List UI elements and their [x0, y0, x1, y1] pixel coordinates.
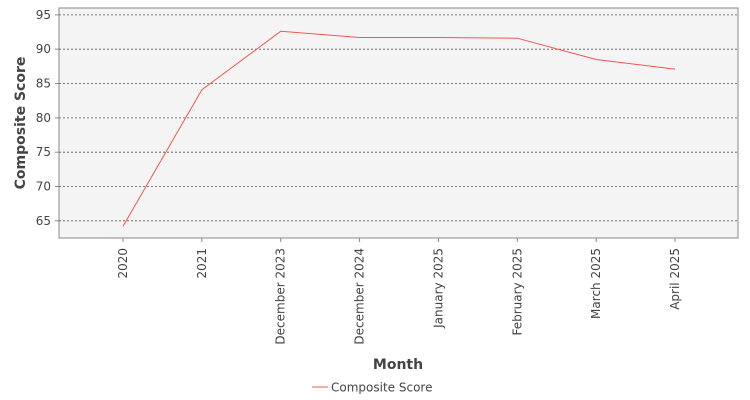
y-tick-label: 95 — [36, 8, 51, 22]
x-tick-label: 2020 — [116, 248, 130, 279]
y-tick-label: 90 — [36, 42, 51, 56]
x-tick-label: 2021 — [195, 248, 209, 279]
y-axis-ticks: 65 70 75 80 85 90 95 — [36, 8, 59, 228]
x-tick-label: February 2025 — [510, 248, 524, 336]
legend-label: Composite Score — [331, 381, 432, 395]
x-tick-label: April 2025 — [668, 248, 682, 310]
legend: Composite Score — [312, 381, 432, 395]
series-line — [122, 30, 676, 227]
x-tick-label: January 2025 — [431, 248, 445, 329]
x-axis-ticks: 2020 2021 December 2023 December 2024 Januar… — [116, 238, 682, 345]
y-tick-label: 80 — [36, 111, 51, 125]
x-tick-label: December 2023 — [274, 248, 288, 345]
series-lines — [122, 30, 676, 227]
y-tick-label: 70 — [36, 180, 51, 194]
y-axis-title: Composite Score — [13, 57, 29, 190]
x-tick-label: December 2024 — [353, 248, 367, 345]
plot-background — [58, 7, 739, 239]
x-axis-title: Month — [373, 357, 423, 373]
y-tick-label: 85 — [36, 77, 51, 91]
y-tick-label: 75 — [36, 145, 51, 159]
x-tick-label: March 2025 — [589, 248, 603, 319]
y-tick-label: 65 — [36, 214, 51, 228]
gridlines — [59, 14, 738, 222]
